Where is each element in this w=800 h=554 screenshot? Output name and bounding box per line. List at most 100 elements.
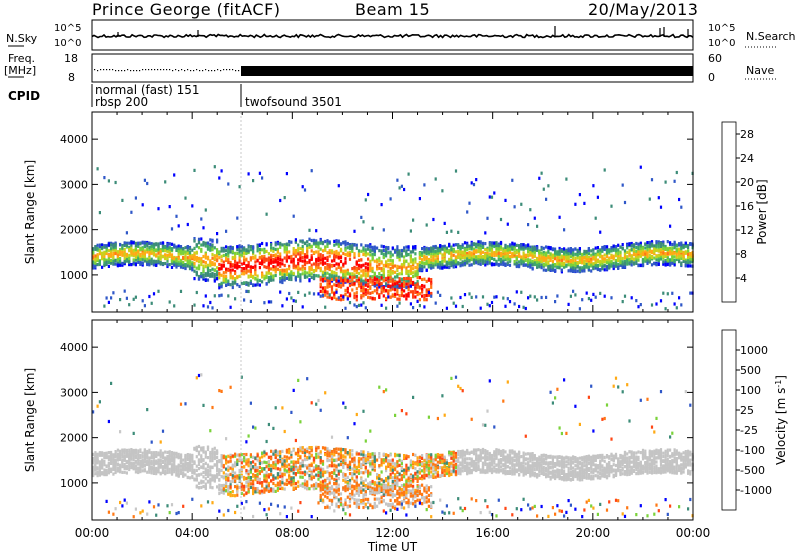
data-cell — [143, 457, 146, 461]
data-cell — [367, 279, 370, 283]
data-cell — [641, 249, 645, 253]
freq-point — [226, 69, 228, 71]
data-cell — [92, 473, 95, 477]
data-cell — [666, 260, 669, 264]
data-cell — [243, 255, 246, 259]
data-cell — [197, 260, 201, 264]
data-cell — [285, 268, 288, 272]
data-cell — [285, 270, 288, 274]
data-cell — [333, 277, 336, 281]
data-cell — [382, 252, 385, 256]
data-cell — [572, 253, 575, 257]
data-cell — [261, 241, 264, 246]
data-cell — [605, 249, 609, 253]
data-cell — [285, 254, 288, 258]
data-cell — [610, 204, 613, 208]
data-cell — [650, 243, 654, 247]
data-cell — [403, 277, 406, 281]
data-cell — [439, 263, 442, 268]
data-cell — [641, 258, 645, 262]
data-cell — [531, 263, 534, 267]
data-cell — [540, 259, 543, 263]
data-cell — [380, 251, 383, 255]
data-cell — [626, 260, 629, 264]
data-cell — [430, 249, 433, 253]
data-cell — [644, 254, 647, 258]
data-cell — [405, 251, 408, 255]
data-cell — [249, 274, 252, 278]
data-cell — [396, 304, 399, 308]
data-cell — [252, 250, 255, 254]
data-cell — [159, 458, 162, 462]
data-cell — [394, 275, 397, 279]
freq-point — [157, 69, 159, 71]
data-cell — [229, 305, 232, 309]
data-cell — [141, 240, 144, 244]
data-cell — [682, 256, 685, 261]
data-cell — [357, 253, 361, 257]
data-cell — [339, 276, 343, 280]
data-cell — [182, 250, 185, 254]
data-cell — [234, 271, 237, 275]
data-cell — [94, 459, 97, 463]
data-cell — [263, 250, 266, 254]
data-cell — [272, 260, 275, 264]
data-cell — [188, 262, 192, 266]
data-cell — [179, 289, 183, 293]
data-cell — [398, 265, 401, 269]
data-cell — [488, 248, 491, 252]
data-cell — [303, 241, 307, 246]
data-cell — [418, 265, 421, 269]
data-cell — [585, 265, 588, 269]
data-cell — [245, 271, 248, 275]
data-cell — [134, 263, 137, 267]
data-cell — [265, 258, 268, 262]
data-cell — [400, 267, 403, 271]
data-cell — [463, 262, 467, 266]
data-cell — [213, 262, 216, 266]
data-cell — [396, 290, 399, 294]
freq-point — [139, 70, 141, 72]
data-cell — [218, 176, 221, 180]
data-cell — [659, 299, 663, 303]
data-cell — [294, 254, 297, 258]
data-cell — [150, 257, 153, 261]
freq-point — [130, 70, 132, 72]
y-tick-label: 3000 — [60, 178, 88, 191]
data-cell — [292, 271, 295, 275]
data-cell — [272, 246, 275, 250]
data-cell — [220, 246, 223, 250]
data-cell — [348, 247, 352, 251]
data-cell — [258, 251, 261, 255]
data-cell — [396, 247, 399, 251]
data-cell — [161, 452, 165, 456]
data-cell — [441, 264, 444, 268]
data-cell — [466, 248, 469, 252]
data-cell — [211, 261, 214, 265]
data-cell — [285, 246, 288, 250]
data-cell — [265, 243, 268, 247]
data-cell — [141, 299, 144, 303]
data-cell — [617, 256, 620, 261]
data-cell — [612, 264, 615, 268]
data-cell — [531, 254, 534, 259]
data-cell — [367, 257, 370, 261]
data-cell — [499, 247, 503, 251]
data-cell — [445, 265, 448, 269]
data-cell — [518, 249, 521, 253]
data-cell — [337, 239, 340, 243]
data-cell — [470, 253, 473, 257]
data-cell — [630, 244, 633, 248]
data-cell — [558, 263, 561, 267]
data-cell — [380, 286, 383, 290]
data-cell — [339, 298, 343, 302]
data-cell — [628, 248, 631, 253]
data-cell — [394, 270, 397, 274]
data-cell — [443, 253, 446, 258]
data-cell — [644, 259, 647, 263]
data-cell — [206, 271, 210, 275]
data-cell — [430, 278, 433, 282]
data-cell — [321, 261, 325, 266]
data-cell — [279, 290, 282, 294]
data-cell — [105, 455, 108, 460]
